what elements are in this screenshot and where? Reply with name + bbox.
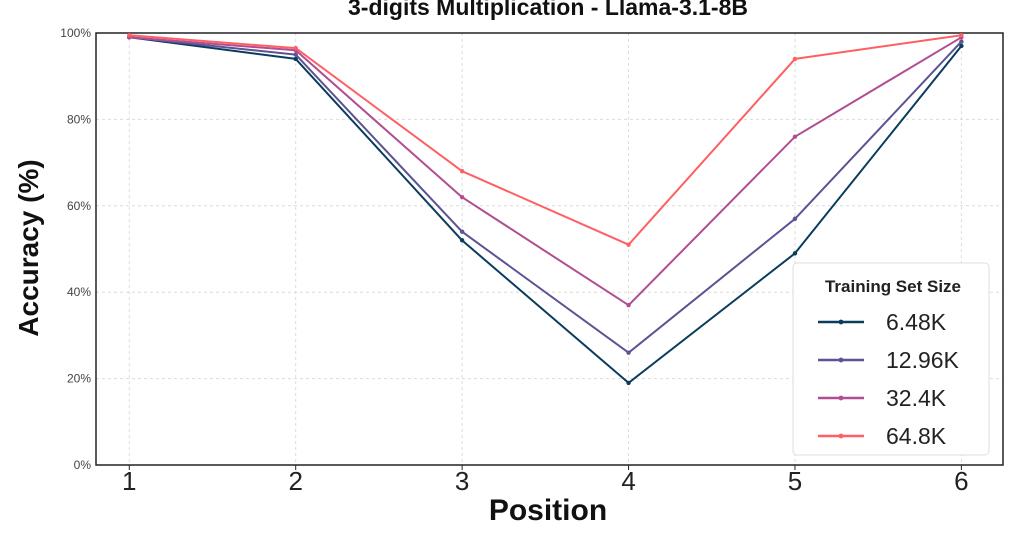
legend: Training Set Size 6.48K 12.96K 32.4K 64.8K <box>792 262 990 456</box>
x-tick-label: 6 <box>954 466 968 496</box>
legend-marker <box>838 357 844 363</box>
data-point <box>792 216 798 221</box>
y-tick-label: 40% <box>67 285 91 299</box>
legend-label: 6.48K <box>886 309 947 335</box>
data-point <box>792 251 798 256</box>
x-tick-label: 3 <box>455 466 469 496</box>
y-axis-label: Accuracy (%) <box>13 159 44 336</box>
data-point <box>959 43 964 49</box>
data-point <box>293 52 298 57</box>
y-tick-label: 80% <box>67 112 91 126</box>
x-tick-label: 5 <box>788 466 802 496</box>
y-tick-label: 20% <box>67 372 91 386</box>
data-point <box>959 32 964 38</box>
series-line-6.48K <box>129 36 963 384</box>
legend-label: 12.96K <box>886 347 960 373</box>
legend-label: 64.8K <box>886 423 947 449</box>
legend-title: Training Set Size <box>825 277 961 296</box>
data-point <box>626 380 631 386</box>
x-tick-label: 1 <box>122 466 136 496</box>
legend-marker <box>838 395 844 401</box>
chart-title: 3-digits Multiplication - Llama-3.1-8B <box>348 0 748 20</box>
legend-marker <box>838 433 844 439</box>
data-point <box>792 56 798 62</box>
x-axis-label: Position <box>489 494 607 527</box>
data-point <box>792 134 798 139</box>
series-line-64.8K <box>129 34 962 246</box>
legend-marker <box>838 319 844 325</box>
data-point <box>293 56 298 62</box>
series-line-32.4K <box>129 36 962 307</box>
series-line-12.96K <box>129 36 963 354</box>
data-point <box>459 169 465 174</box>
data-point <box>127 32 132 38</box>
data-point <box>293 45 298 51</box>
data-point <box>459 194 465 200</box>
data-point <box>459 238 465 243</box>
legend-label: 32.4K <box>886 385 947 411</box>
x-tick-label: 2 <box>288 466 302 496</box>
x-tick-label: 4 <box>621 466 635 496</box>
axes: 1 2 3 4 5 60%20%40%60%80%100% <box>60 26 1004 496</box>
y-tick-label: 100% <box>60 26 91 40</box>
plot-frame <box>95 32 1004 466</box>
data-point <box>459 229 465 234</box>
y-tick-label: 0% <box>74 458 92 472</box>
series-lines <box>127 32 964 386</box>
data-point <box>626 242 631 247</box>
legend-box <box>792 262 990 456</box>
y-tick-label: 60% <box>67 199 91 213</box>
data-point <box>959 39 964 44</box>
data-point <box>626 350 631 355</box>
data-point <box>626 302 631 308</box>
